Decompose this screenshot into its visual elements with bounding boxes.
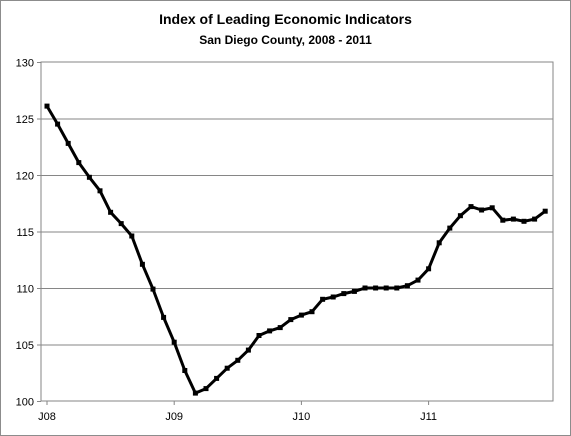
data-point-marker <box>330 294 336 300</box>
y-tick-label: 110 <box>16 284 34 296</box>
data-point-marker <box>457 213 463 219</box>
data-point-marker <box>320 296 326 302</box>
y-tick-label: 130 <box>16 58 34 70</box>
x-tick-label: J08 <box>38 411 56 423</box>
data-point-marker <box>267 328 273 334</box>
data-point-marker <box>203 386 209 392</box>
data-point-marker <box>510 216 516 222</box>
data-point-marker <box>383 285 389 291</box>
data-point-marker <box>86 174 92 180</box>
x-tick-label: J11 <box>420 411 437 423</box>
data-point-marker <box>500 217 506 223</box>
data-point-marker <box>288 317 294 323</box>
data-point-marker <box>309 309 315 315</box>
y-tick-label: 125 <box>16 114 34 126</box>
data-point-marker <box>150 286 156 292</box>
data-point-marker <box>479 207 485 213</box>
data-point-marker <box>521 218 527 224</box>
data-point-marker <box>76 160 82 166</box>
data-point-marker <box>97 188 103 194</box>
data-point-marker <box>468 204 474 210</box>
data-point-marker <box>532 216 538 222</box>
data-point-marker <box>224 365 230 371</box>
data-point-marker <box>44 103 50 109</box>
data-point-marker <box>542 208 548 214</box>
data-point-marker <box>256 333 262 338</box>
data-point-marker <box>351 288 357 294</box>
data-point-marker <box>235 357 241 363</box>
x-tick-label: J10 <box>293 411 311 423</box>
data-point-marker <box>394 285 400 291</box>
data-point-marker <box>65 140 71 146</box>
data-point-marker <box>436 240 442 246</box>
y-tick-label: 115 <box>16 227 34 239</box>
data-point-marker <box>298 312 304 318</box>
y-tick-label: 120 <box>16 171 34 183</box>
chart-title: Index of Leading Economic Indicators <box>159 11 412 27</box>
data-point-marker <box>362 285 368 291</box>
data-point-marker <box>373 285 379 291</box>
data-point-marker <box>415 277 421 283</box>
data-point-marker <box>161 314 167 320</box>
x-tick-label: J09 <box>165 411 183 423</box>
data-point-marker <box>447 225 453 231</box>
data-point-marker <box>277 325 283 331</box>
chart-subtitle: San Diego County, 2008 - 2011 <box>199 33 372 47</box>
data-point-marker <box>341 291 347 297</box>
data-point-marker <box>214 375 220 381</box>
data-point-marker <box>245 347 251 353</box>
data-point-marker <box>139 261 145 267</box>
data-point-marker <box>55 121 61 127</box>
data-point-marker <box>192 390 198 396</box>
y-tick-label: 105 <box>16 340 34 352</box>
data-point-marker <box>108 209 114 215</box>
data-point-marker <box>426 266 432 272</box>
data-point-marker <box>129 233 135 239</box>
y-tick-label: 100 <box>16 397 34 409</box>
data-point-marker <box>171 339 177 345</box>
data-point-marker <box>489 205 495 211</box>
data-point-marker <box>182 368 188 373</box>
data-point-marker <box>404 283 410 289</box>
data-point-marker <box>118 221 124 227</box>
series-line <box>45 105 547 395</box>
